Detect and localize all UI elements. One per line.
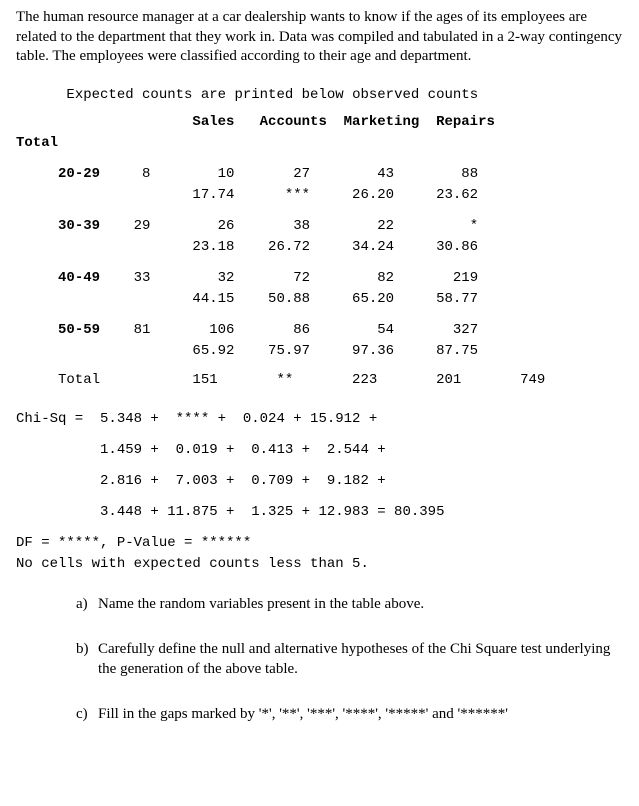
question-item: a)Name the random variables present in t…: [76, 595, 623, 615]
question-item: b)Carefully define the null and alternat…: [76, 640, 623, 679]
table-row-observed: 40-49 33 32 72 82 219: [16, 268, 623, 289]
header-text: Expected counts are printed below observ…: [66, 87, 478, 103]
chisq-line: 1.459 + 0.019 + 0.413 + 2.544 +: [16, 440, 623, 461]
question-text: Name the random variables present in the…: [98, 595, 623, 615]
chisq-line: 2.816 + 7.003 + 0.709 + 9.182 +: [16, 471, 623, 492]
table-row-observed: 50-59 81 106 86 54 327: [16, 320, 623, 341]
question-label: b): [76, 640, 98, 679]
nocells-line: No cells with expected counts less than …: [16, 554, 623, 575]
question-label: a): [76, 595, 98, 615]
chisq-line: 3.448 + 11.875 + 1.325 + 12.983 = 80.395: [16, 502, 623, 523]
table-row-observed: 30-39 29 26 38 22 *: [16, 216, 623, 237]
column-headers: Sales Accounts Marketing Repairs: [16, 112, 623, 133]
question-text: Carefully define the null and alternativ…: [98, 640, 623, 679]
question-item: c)Fill in the gaps marked by '*', '**', …: [76, 705, 623, 725]
total-header: Total: [16, 133, 623, 154]
question-label: c): [76, 705, 98, 725]
questions: a)Name the random variables present in t…: [16, 595, 623, 725]
table-row-observed: 20-29 8 10 27 43 88: [16, 164, 623, 185]
table-row-expected: 44.15 50.88 65.20 58.77: [16, 289, 623, 310]
chisq-line: Chi-Sq = 5.348 + **** + 0.024 + 15.912 +: [16, 409, 623, 430]
problem-statement: The human resource manager at a car deal…: [16, 8, 623, 67]
table-row-expected: 65.92 75.97 97.36 87.75: [16, 341, 623, 362]
question-text: Fill in the gaps marked by '*', '**', '*…: [98, 705, 623, 725]
table-row-expected: 17.74 *** 26.20 23.62: [16, 185, 623, 206]
totals-row: Total 151 ** 223 201 749: [16, 370, 623, 391]
expected-counts-header: Expected counts are printed below observ…: [16, 85, 623, 106]
table-row-expected: 23.18 26.72 34.24 30.86: [16, 237, 623, 258]
df-line: DF = *****, P-Value = ******: [16, 533, 623, 554]
